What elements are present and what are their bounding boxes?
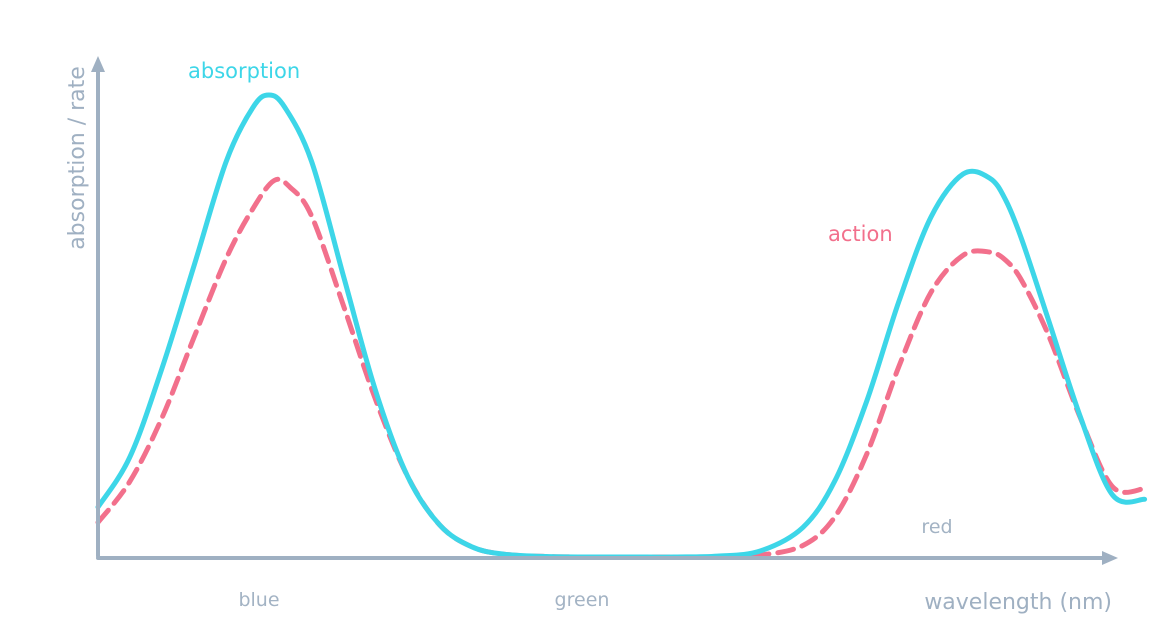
series-line-absorption: [95, 92, 1148, 560]
series-label-absorption: absorption: [188, 59, 300, 83]
x-axis-label: wavelength (nm): [924, 590, 1112, 615]
y-axis-arrow: [91, 56, 105, 72]
y-axis-label: absorption / rate: [65, 66, 90, 250]
x-axis-arrow: [1102, 551, 1118, 565]
series-layer: [95, 92, 1148, 560]
x-tick-label-green: green: [555, 589, 610, 611]
x-tick-label-blue: blue: [238, 589, 279, 611]
plot-area: [95, 92, 1148, 560]
series-line-action: [95, 176, 1148, 560]
series-label-action: action: [828, 222, 893, 246]
x-tick-label-red: red: [921, 516, 952, 538]
